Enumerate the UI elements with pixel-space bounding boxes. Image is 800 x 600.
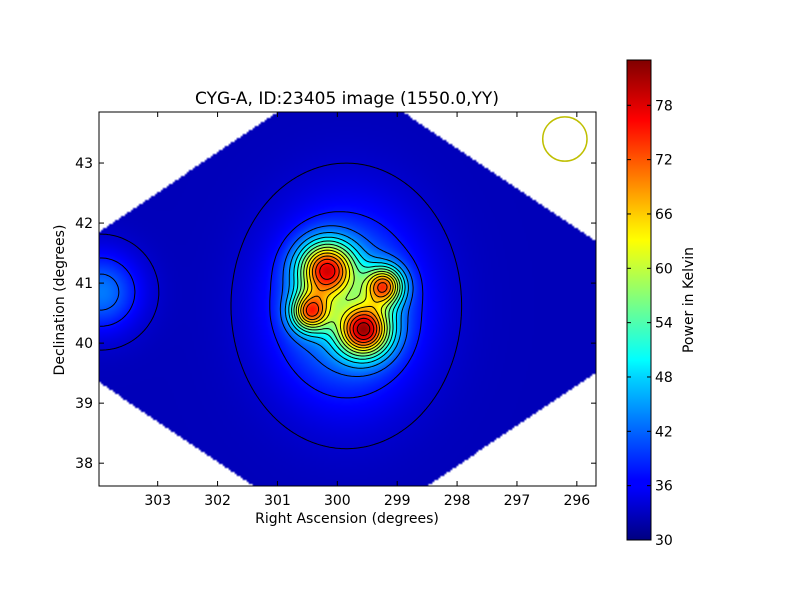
colorbar-label: Power in Kelvin bbox=[681, 247, 697, 353]
y-axis-label: Declination (degrees) bbox=[52, 225, 68, 376]
x-tick-label: 297 bbox=[504, 493, 531, 509]
x-tick-label: 300 bbox=[324, 493, 351, 509]
heatmap-image bbox=[99, 112, 596, 486]
y-tick-label: 38 bbox=[75, 456, 93, 472]
x-tick-label: 298 bbox=[444, 493, 471, 509]
x-tick-label: 299 bbox=[384, 493, 411, 509]
colorbar-tick-label: 66 bbox=[655, 207, 673, 223]
colorbar-tick-label: 72 bbox=[655, 153, 673, 169]
colorbar-tick-label: 78 bbox=[655, 98, 673, 114]
contour-level bbox=[319, 262, 375, 340]
y-tick-label: 43 bbox=[75, 156, 93, 172]
y-tick-label: 39 bbox=[75, 396, 93, 412]
plot-area: 303 302 301 300 299 298 297 296 38 39 40 41 42 43 bbox=[75, 111, 597, 509]
contour-level bbox=[305, 258, 388, 343]
y-tick-label: 40 bbox=[75, 336, 93, 352]
colorbar-tick-label: 54 bbox=[655, 316, 673, 332]
x-tick-label: 303 bbox=[144, 493, 171, 509]
colorbar-tick-label: 36 bbox=[655, 479, 673, 495]
colorbar: 30 36 42 48 54 60 66 72 78 bbox=[626, 59, 673, 549]
contour-level bbox=[100, 225, 414, 377]
colorbar-tick-label: 42 bbox=[655, 424, 673, 440]
contour-level bbox=[298, 249, 396, 351]
x-tick-label: 302 bbox=[204, 493, 231, 509]
colorbar-tick-label: 48 bbox=[655, 370, 673, 386]
x-tick-label: 296 bbox=[563, 493, 590, 509]
contour-level bbox=[288, 236, 406, 364]
contour-level bbox=[293, 243, 401, 357]
contour-lines bbox=[100, 162, 463, 450]
plot-frame bbox=[98, 111, 597, 487]
contour-level bbox=[356, 322, 371, 336]
y-axis: 38 39 40 41 42 43 bbox=[75, 156, 596, 472]
contour-level bbox=[291, 240, 403, 360]
colorbar-ticks: 30 36 42 48 54 60 66 72 78 bbox=[627, 98, 673, 549]
beam-circle bbox=[541, 116, 588, 162]
contour-level bbox=[284, 232, 409, 369]
x-axis: 303 302 301 300 299 298 297 296 bbox=[144, 112, 590, 509]
contour-level bbox=[300, 252, 394, 349]
y-tick-label: 42 bbox=[75, 216, 93, 232]
contour-level bbox=[100, 162, 463, 450]
contour-level bbox=[295, 246, 399, 354]
chart-title: CYG-A, ID:23405 image (1550.0,YY) bbox=[195, 89, 499, 109]
colorbar-gradient bbox=[626, 59, 652, 541]
colorbar-tick-label: 60 bbox=[655, 261, 673, 277]
y-tick-label: 41 bbox=[75, 276, 93, 292]
x-tick-label: 301 bbox=[264, 493, 291, 509]
contour-level bbox=[302, 255, 392, 346]
contour-level bbox=[100, 211, 424, 399]
x-axis-label: Right Ascension (degrees) bbox=[255, 511, 439, 527]
colorbar-tick-label: 30 bbox=[655, 533, 673, 549]
